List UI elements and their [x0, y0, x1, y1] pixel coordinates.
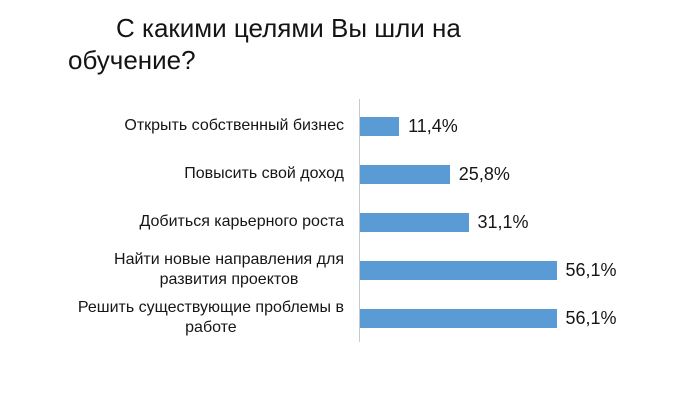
value-label: 25,8% [458, 163, 510, 184]
chart-row: Решить существующие проблемы в работе 56… [60, 294, 680, 342]
category-label: Решить существующие проблемы в работе [77, 299, 344, 336]
category-cell: Решить существующие проблемы в работе [60, 298, 359, 338]
chart-rows: Открыть собственный бизнес 11,4% Повысит… [60, 102, 680, 342]
category-cell: Добиться карьерного роста [60, 212, 359, 232]
category-axis-line [359, 99, 360, 342]
category-label: Найти новые направления для развития про… [114, 251, 344, 288]
chart-title-line2: обучение? [68, 45, 196, 75]
chart-row: Найти новые направления для развития про… [60, 246, 680, 294]
chart-row: Повысить свой доход 25,8% [60, 150, 680, 198]
value-label: 56,1% [565, 259, 617, 280]
category-label: Открыть собственный бизнес [124, 117, 344, 134]
category-cell: Найти новые направления для развития про… [60, 250, 359, 290]
bar[interactable] [359, 164, 450, 184]
value-label: 56,1% [565, 307, 617, 328]
bar-area: 25,8% [359, 150, 680, 198]
value-label: 11,4% [408, 115, 458, 136]
bar[interactable] [359, 308, 557, 328]
bar-area: 56,1% [359, 294, 680, 342]
category-cell: Открыть собственный бизнес [60, 116, 359, 136]
bar-area: 56,1% [359, 246, 680, 294]
bar-area: 31,1% [359, 198, 680, 246]
chart-title: С какими целями Вы шли на обучение? [68, 12, 548, 76]
category-cell: Повысить свой доход [60, 164, 359, 184]
chart-row: Открыть собственный бизнес 11,4% [60, 102, 680, 150]
bar-area: 11,4% [359, 102, 680, 150]
category-label: Повысить свой доход [184, 165, 344, 182]
value-label: 31,1% [477, 211, 529, 232]
bar[interactable] [359, 212, 469, 232]
chart-title-line1: С какими целями Вы шли на [116, 13, 461, 43]
bar[interactable] [359, 116, 400, 136]
chart-row: Добиться карьерного роста 31,1% [60, 198, 680, 246]
bar-chart: Открыть собственный бизнес 11,4% Повысит… [60, 99, 680, 342]
bar[interactable] [359, 260, 557, 280]
category-label: Добиться карьерного роста [139, 213, 344, 230]
